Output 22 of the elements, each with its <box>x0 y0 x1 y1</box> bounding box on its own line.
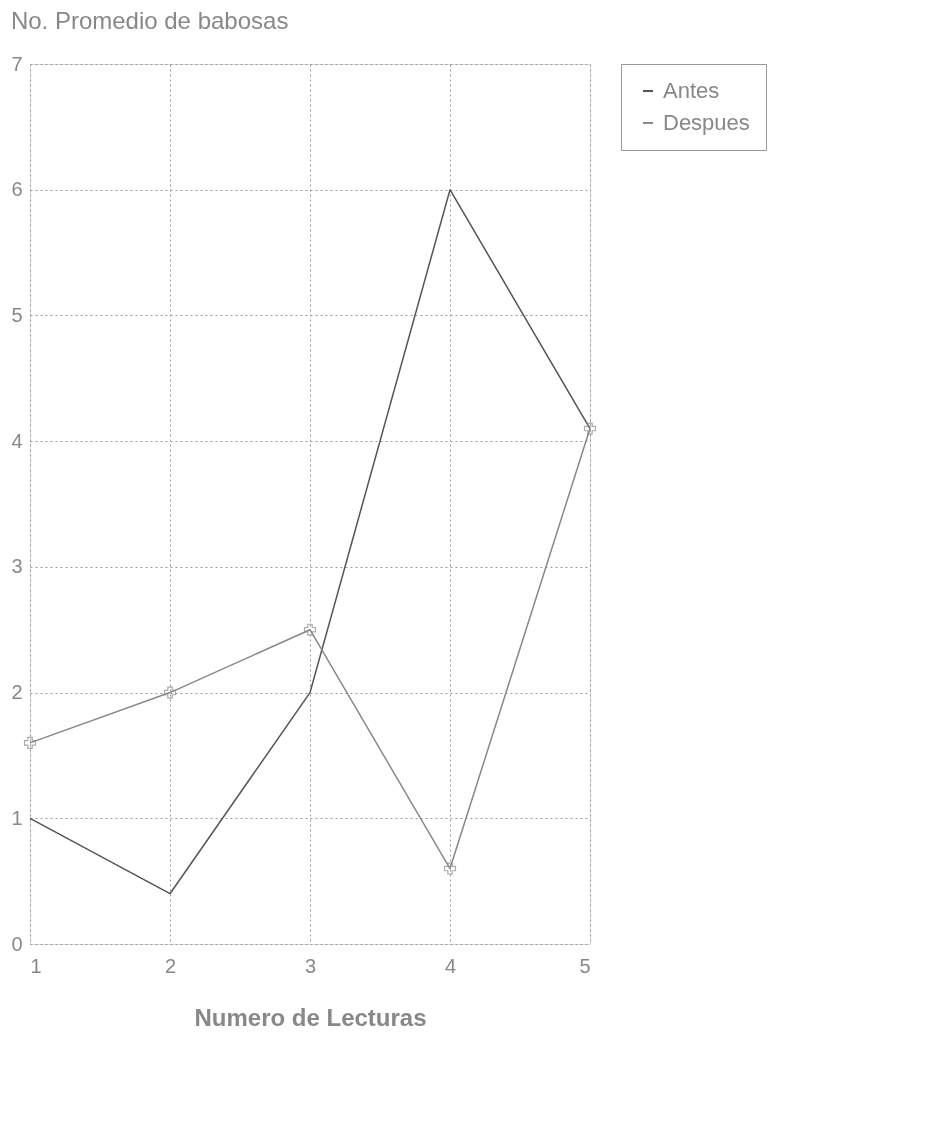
x-tick-label: 4 <box>444 954 457 977</box>
x-tick-label: 1 <box>30 954 42 977</box>
x-tick-label: 2 <box>164 954 177 977</box>
y-tick-label: 5 <box>11 303 23 326</box>
point <box>583 422 597 435</box>
y-tick-label: 2 <box>11 681 23 704</box>
x-axis-title: Numero de Lecturas <box>194 1003 427 1031</box>
x-tick-label: 5 <box>579 954 591 977</box>
y-tick-label: 0 <box>11 932 23 955</box>
point <box>163 686 177 699</box>
legend-label: Antes <box>663 78 720 103</box>
legend-label: Despues <box>663 110 750 135</box>
y-tick-label: 6 <box>11 178 23 201</box>
x-tick-label: 3 <box>304 954 317 977</box>
y-tick-label: 4 <box>11 429 23 452</box>
point <box>303 623 317 636</box>
y-tick-label: 3 <box>11 555 23 578</box>
y-tick-label: 1 <box>11 806 23 829</box>
y-tick-label: 7 <box>11 52 23 75</box>
point <box>443 862 457 875</box>
point <box>23 736 37 749</box>
y-axis-title: No. Promedio de babosas <box>10 7 289 34</box>
